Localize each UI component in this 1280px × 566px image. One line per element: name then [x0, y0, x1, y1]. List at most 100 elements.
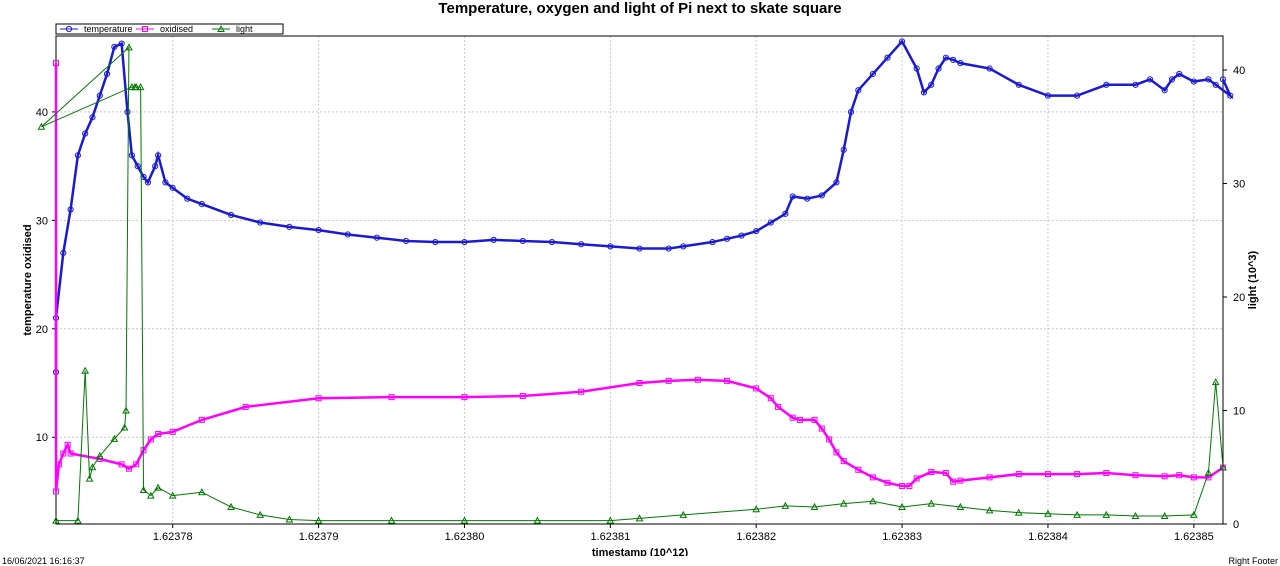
oxidised-point [60, 450, 67, 457]
oxidised-point [767, 395, 774, 402]
axis-ticks: 1.62378 1.62379 1.62380 1.62381 1.62382 1.623… [36, 65, 1246, 543]
temperature-point [1103, 81, 1110, 88]
temperature-point [950, 56, 957, 63]
temperature-point [578, 241, 585, 248]
oxidised-point [775, 403, 782, 410]
temperature-point [257, 219, 264, 226]
y-axis-right-label: light (10^3) [1247, 250, 1259, 309]
oxidised-point [242, 403, 249, 410]
temperature-point [840, 146, 847, 153]
footer-left: 16/06/2021 16:16:37 [2, 556, 85, 566]
oxidised-point [1205, 474, 1212, 481]
y-right-tick-label: 0 [1233, 519, 1239, 531]
temperature-point [884, 54, 891, 61]
light-point [227, 502, 235, 510]
light-series [37, 43, 1227, 524]
temperature-point [128, 152, 135, 159]
x-tick-label: 1.62383 [882, 531, 922, 543]
temperature-point [942, 54, 949, 61]
oxidised-point [833, 449, 840, 456]
oxidised-point [315, 395, 322, 402]
light-point [635, 514, 644, 522]
oxidised-point [869, 474, 876, 481]
oxidised-point [928, 468, 935, 475]
temperature-legend-label: temperature [84, 24, 133, 34]
y-right-tick-label: 40 [1233, 65, 1245, 77]
temperature-point [680, 243, 687, 250]
oxidised-series [53, 60, 1226, 495]
temperature-point [82, 130, 89, 137]
light-point [1189, 510, 1198, 518]
temperature-point [913, 65, 920, 72]
temperature-point [118, 40, 125, 47]
oxidised-point [811, 416, 818, 423]
temperature-point [403, 237, 410, 245]
temperature-point [286, 223, 293, 230]
light-point [387, 516, 396, 524]
light-legend-marker [217, 24, 225, 32]
temperature-point [155, 152, 162, 159]
light-point [679, 510, 688, 518]
temperature-point [804, 195, 811, 202]
oxidised-point [636, 380, 643, 387]
oxidised-point [694, 376, 701, 383]
oxidised-point [753, 385, 760, 392]
light-point [52, 516, 60, 524]
y-left-tick-label: 30 [36, 215, 48, 227]
temperature-point [607, 243, 614, 250]
temperature-point [847, 108, 855, 116]
temperature-point [869, 70, 877, 78]
temperature-point [986, 65, 993, 72]
temperature-point [344, 231, 351, 238]
y-right-tick-label: 20 [1233, 292, 1245, 304]
light-point [81, 366, 90, 374]
oxidised-point [147, 436, 154, 443]
light-point [125, 43, 133, 51]
light-point [168, 491, 177, 499]
temperature-point [1205, 76, 1212, 83]
light-point [985, 506, 994, 514]
temperature-point [373, 234, 381, 241]
temperature-point [1161, 87, 1168, 94]
temperature-point [789, 193, 796, 200]
oxidised-point [53, 488, 59, 495]
temperature-point [665, 245, 672, 252]
oxidised-point [724, 377, 731, 384]
oxidised-point [133, 461, 140, 468]
oxidised-point [1161, 473, 1168, 480]
series-group [37, 38, 1234, 524]
temperature-point [432, 238, 439, 246]
oxidised-point [855, 466, 862, 473]
light-point [74, 516, 82, 524]
footer-right: Right Footer [1228, 556, 1278, 566]
temperature-point [898, 38, 906, 45]
oxidised-legend-marker [142, 26, 148, 32]
temperature-point [1074, 92, 1081, 99]
light-point [839, 499, 848, 507]
light-point [88, 463, 97, 471]
temperature-point [1227, 92, 1234, 99]
light-point [139, 485, 148, 493]
temperature-point [124, 108, 131, 116]
temperature-point [103, 70, 111, 78]
temperature-point [818, 192, 825, 199]
legend-box [55, 23, 284, 35]
light-point [285, 515, 294, 523]
temperature-point [738, 232, 745, 239]
temperature-series [52, 38, 1234, 376]
oxidised-point [1132, 472, 1139, 479]
oxidised-point [665, 377, 672, 384]
oxidised-point [1044, 471, 1051, 478]
temperature-point [60, 249, 67, 256]
light-point [898, 502, 906, 510]
temperature-point [709, 238, 716, 246]
temperature-point [490, 236, 497, 243]
y-left-tick-label: 20 [36, 324, 48, 336]
temperature-point [1219, 76, 1227, 83]
temperature-point [1168, 76, 1176, 83]
temperature-point [548, 238, 556, 246]
oxidised-point [1103, 470, 1110, 477]
oxidised-point [1176, 472, 1183, 479]
temperature-point [928, 81, 935, 88]
